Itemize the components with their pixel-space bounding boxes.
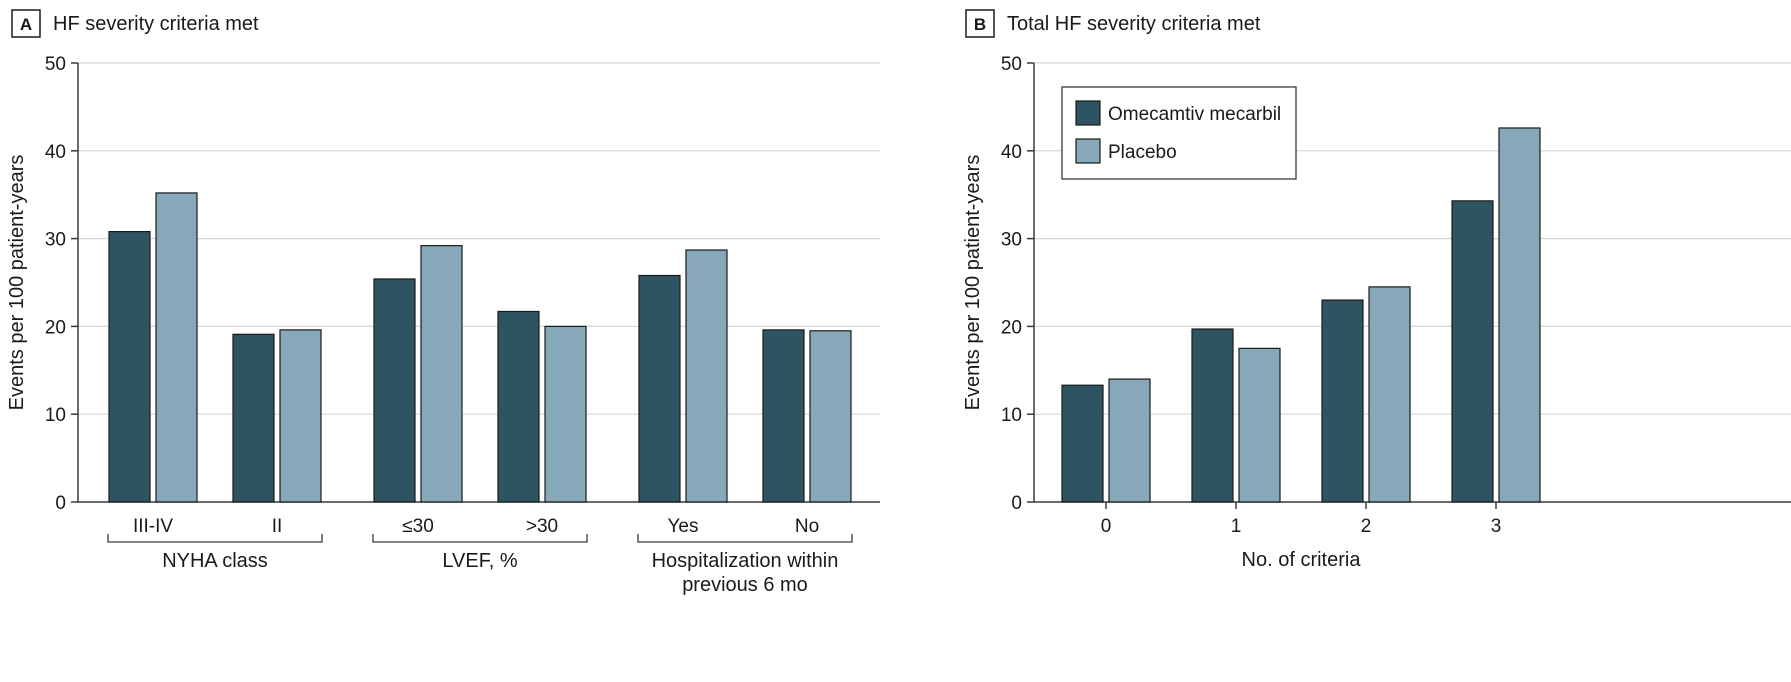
panel-a-y-tick-label: 50 xyxy=(45,54,66,75)
panel-a-bar-omecamtiv xyxy=(232,333,275,503)
panel-b-x-axis-title: No. of criteria xyxy=(1242,549,1362,571)
panel-a-bar-placebo xyxy=(685,249,728,503)
legend-label-placebo: Placebo xyxy=(1108,142,1177,163)
panel-a-bar-placebo xyxy=(279,329,322,503)
panel-b-plot: 0 10 20 30 40 50 Events per 100 patient-years 0… xyxy=(962,54,1791,571)
panel-a-bar-omecamtiv xyxy=(762,329,805,503)
panel-a-bar-omecamtiv xyxy=(373,278,416,503)
panel-a-group-label: previous 6 mo xyxy=(682,574,808,596)
panel-b-y-axis-title: Events per 100 patient-years xyxy=(962,155,984,411)
panel-a-x-tick-label: III-IV xyxy=(133,516,173,537)
panel-a-group-label: Hospitalization within xyxy=(652,550,839,572)
legend: Omecamtiv mecarbil Placebo xyxy=(1061,86,1297,180)
panel-a-header: A HF severity criteria met xyxy=(11,9,259,38)
panel-a-y-tick-label: 0 xyxy=(55,493,66,514)
panel-b-bar-placebo xyxy=(1108,378,1151,503)
panel-b-bar-placebo xyxy=(1238,347,1281,503)
panel-b-bar-placebo xyxy=(1368,286,1411,503)
legend-box xyxy=(1061,86,1297,180)
panel-b-bar-omecamtiv xyxy=(1061,384,1104,503)
panel-a-x-tick-label: II xyxy=(272,516,283,537)
legend-label-omecamtiv: Omecamtiv mecarbil xyxy=(1108,104,1281,125)
panel-a-x-tick-label: No xyxy=(795,516,819,537)
panel-b-y-tick-label: 40 xyxy=(1001,142,1022,163)
legend-swatch-omecamtiv xyxy=(1075,100,1101,126)
panel-b-bar-omecamtiv xyxy=(1321,299,1364,503)
panel-b-y-tick-label: 10 xyxy=(1001,405,1022,426)
panel-a-y-tick-label: 20 xyxy=(45,317,66,338)
panel-b-y-tick-label: 20 xyxy=(1001,317,1022,338)
panel-b-y-tick-label: 50 xyxy=(1001,54,1022,75)
panel-a-letter: A xyxy=(20,15,32,34)
panel-a-group-bracket xyxy=(107,534,323,543)
panel-a-y-tick-label: 30 xyxy=(45,230,66,251)
panel-a-letter-box xyxy=(11,9,41,38)
panel-b-y-tick-label: 30 xyxy=(1001,230,1022,251)
panel-a-y-axis-title: Events per 100 patient-years xyxy=(6,155,28,411)
panel-a-title: HF severity criteria met xyxy=(53,13,259,35)
panel-a-bar-omecamtiv xyxy=(108,230,151,503)
panel-a-bar-placebo xyxy=(544,325,587,503)
panel-b-header: B Total HF severity criteria met xyxy=(965,9,1261,38)
panel-b-x-tick-label: 0 xyxy=(1101,516,1112,537)
panel-a-group-bracket xyxy=(372,534,588,543)
panel-b-x-tick-label: 1 xyxy=(1231,516,1242,537)
panel-b-x-tick-label: 3 xyxy=(1491,516,1502,537)
panel-a-plot: 0 10 20 30 40 50 Events per 100 patient-years I… xyxy=(6,54,880,596)
panel-b-bar-placebo xyxy=(1498,127,1541,503)
panel-a-bar-omecamtiv xyxy=(638,274,681,503)
panel-a-bar-placebo xyxy=(809,330,852,503)
panel-a-group-bracket xyxy=(637,534,853,543)
panel-b-x-tick-label: 2 xyxy=(1361,516,1372,537)
panel-a-y-tick-label: 40 xyxy=(45,142,66,163)
panel-a-group-label: LVEF, % xyxy=(442,550,517,572)
panel-a-x-tick-label: ≤30 xyxy=(402,516,434,537)
panel-a-bar-omecamtiv xyxy=(497,310,540,503)
panel-a-x-tick-label: Yes xyxy=(668,516,699,537)
panel-b-title: Total HF severity criteria met xyxy=(1007,13,1261,35)
panel-b-letter: B xyxy=(974,15,986,34)
panel-a-y-tick-label: 10 xyxy=(45,405,66,426)
panel-b-letter-box xyxy=(965,9,995,38)
panel-b-y-tick-label: 0 xyxy=(1011,493,1022,514)
panel-a-group-label: NYHA class xyxy=(162,550,268,572)
legend-swatch-placebo xyxy=(1075,138,1101,164)
panel-a-bar-placebo xyxy=(155,192,198,503)
panel-b-bar-omecamtiv xyxy=(1451,200,1494,503)
panel-a-bar-placebo xyxy=(420,245,463,503)
panel-b-bar-omecamtiv xyxy=(1191,328,1234,503)
panel-a-x-tick-label: >30 xyxy=(526,516,558,537)
